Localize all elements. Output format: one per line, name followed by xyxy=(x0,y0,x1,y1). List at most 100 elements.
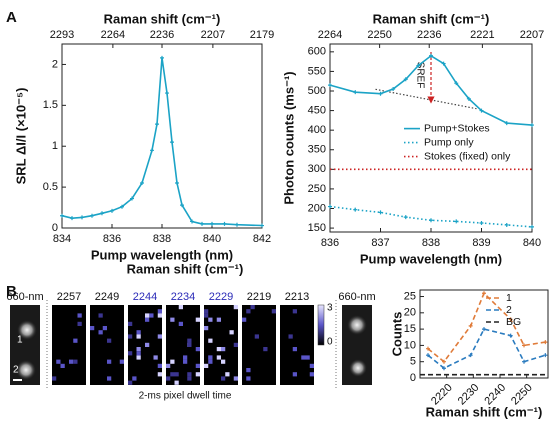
frame-label: 2234 xyxy=(171,291,195,303)
marker xyxy=(90,213,94,218)
x2-tick-label: 2264 xyxy=(101,29,125,41)
pixel xyxy=(195,317,200,322)
marker xyxy=(175,181,179,186)
pixel xyxy=(246,368,251,373)
marker xyxy=(466,96,471,101)
marker xyxy=(441,61,446,66)
pixel xyxy=(157,313,162,318)
image-frame xyxy=(280,305,314,385)
x-tick-label: 840 xyxy=(203,233,221,245)
series-line xyxy=(61,57,263,227)
series-line xyxy=(329,54,533,126)
y-tick-label: 2 xyxy=(52,58,58,70)
pixel xyxy=(246,309,251,314)
marker xyxy=(522,359,526,364)
legend-label: BG xyxy=(506,316,521,328)
legend-label: 1 xyxy=(506,292,512,304)
pixel xyxy=(157,309,162,314)
pixel xyxy=(254,334,259,339)
marker xyxy=(429,53,433,58)
x2-tick-label: 2221 xyxy=(470,29,494,41)
spot-label: 2 xyxy=(13,365,19,376)
pixel xyxy=(102,326,107,331)
marker xyxy=(468,323,473,328)
x-tick-label: 842 xyxy=(253,233,271,245)
y-tick-label: 10 xyxy=(404,339,416,351)
marker xyxy=(543,353,548,358)
pixel xyxy=(204,313,209,318)
y-tick-label: 1.5 xyxy=(43,99,58,111)
y-tick-label: 200 xyxy=(308,202,326,214)
marker xyxy=(530,224,534,229)
x2-tick-label: 2179 xyxy=(250,29,274,41)
pixel xyxy=(145,342,150,347)
pixel xyxy=(98,330,103,335)
marker xyxy=(165,91,169,96)
pixel xyxy=(174,372,179,377)
pixel xyxy=(178,321,183,326)
marker xyxy=(426,353,430,358)
pixel xyxy=(263,347,268,352)
y-tick-label: 600 xyxy=(308,46,326,58)
y-axis-label: Photon counts (ms⁻¹) xyxy=(281,71,296,204)
pixel xyxy=(292,309,297,314)
pixel xyxy=(309,363,314,368)
pixel xyxy=(229,330,234,335)
marker xyxy=(378,210,383,215)
image-frame xyxy=(242,305,276,385)
marker xyxy=(222,221,227,226)
marker xyxy=(429,218,433,223)
colorbar xyxy=(317,304,325,346)
pixel xyxy=(183,359,188,364)
images-title: Raman shift (cm⁻¹) xyxy=(127,261,244,276)
pixel xyxy=(128,321,133,326)
y-tick-label: 0 xyxy=(52,222,58,234)
marker xyxy=(416,63,421,68)
y-axis-label: Counts xyxy=(389,312,404,357)
image-frame xyxy=(90,305,124,385)
frame-label: 2213 xyxy=(285,291,309,303)
marker xyxy=(130,196,134,201)
series-line xyxy=(427,328,546,370)
pixel xyxy=(187,338,192,343)
panel-label: A xyxy=(6,9,17,26)
marker xyxy=(530,123,534,128)
pixel xyxy=(90,326,95,331)
marker xyxy=(468,353,473,358)
marker xyxy=(454,81,459,86)
y-tick-label: 300 xyxy=(308,163,326,175)
y-tick-label: 250 xyxy=(308,183,326,195)
images-caption: 2-ms pixel dwell time xyxy=(139,391,232,402)
pixel xyxy=(233,305,238,310)
pixel xyxy=(107,376,112,381)
marker xyxy=(378,91,383,96)
marker xyxy=(60,213,64,218)
pixel xyxy=(60,363,65,368)
pixel xyxy=(204,309,209,314)
pixel xyxy=(69,359,74,364)
pixel xyxy=(107,338,112,343)
x-tick-label: 839 xyxy=(472,237,490,249)
marker xyxy=(391,87,396,92)
pixel xyxy=(195,363,200,368)
x2-tick-label: 2236 xyxy=(150,29,174,41)
y-axis-label: SRL ΔI/I (×10⁻⁵) xyxy=(13,88,28,185)
plot-frame xyxy=(61,43,263,229)
panel-label: B xyxy=(6,283,17,300)
pixel xyxy=(233,342,238,347)
x-axis-label: Pump wavelength (nm) xyxy=(91,247,233,262)
marker xyxy=(442,366,446,371)
pixel xyxy=(216,347,221,352)
pixel xyxy=(98,313,103,318)
pixel xyxy=(221,347,226,352)
frame-label: 2229 xyxy=(209,291,233,303)
pixel xyxy=(166,376,171,381)
x-tick-label: 840 xyxy=(523,237,541,249)
pixel xyxy=(288,334,293,339)
pixel xyxy=(145,317,150,322)
pixel xyxy=(187,342,192,347)
pixel xyxy=(136,334,141,339)
marker xyxy=(482,291,486,296)
y-tick-label: 25 xyxy=(404,290,416,302)
spot xyxy=(349,359,367,377)
